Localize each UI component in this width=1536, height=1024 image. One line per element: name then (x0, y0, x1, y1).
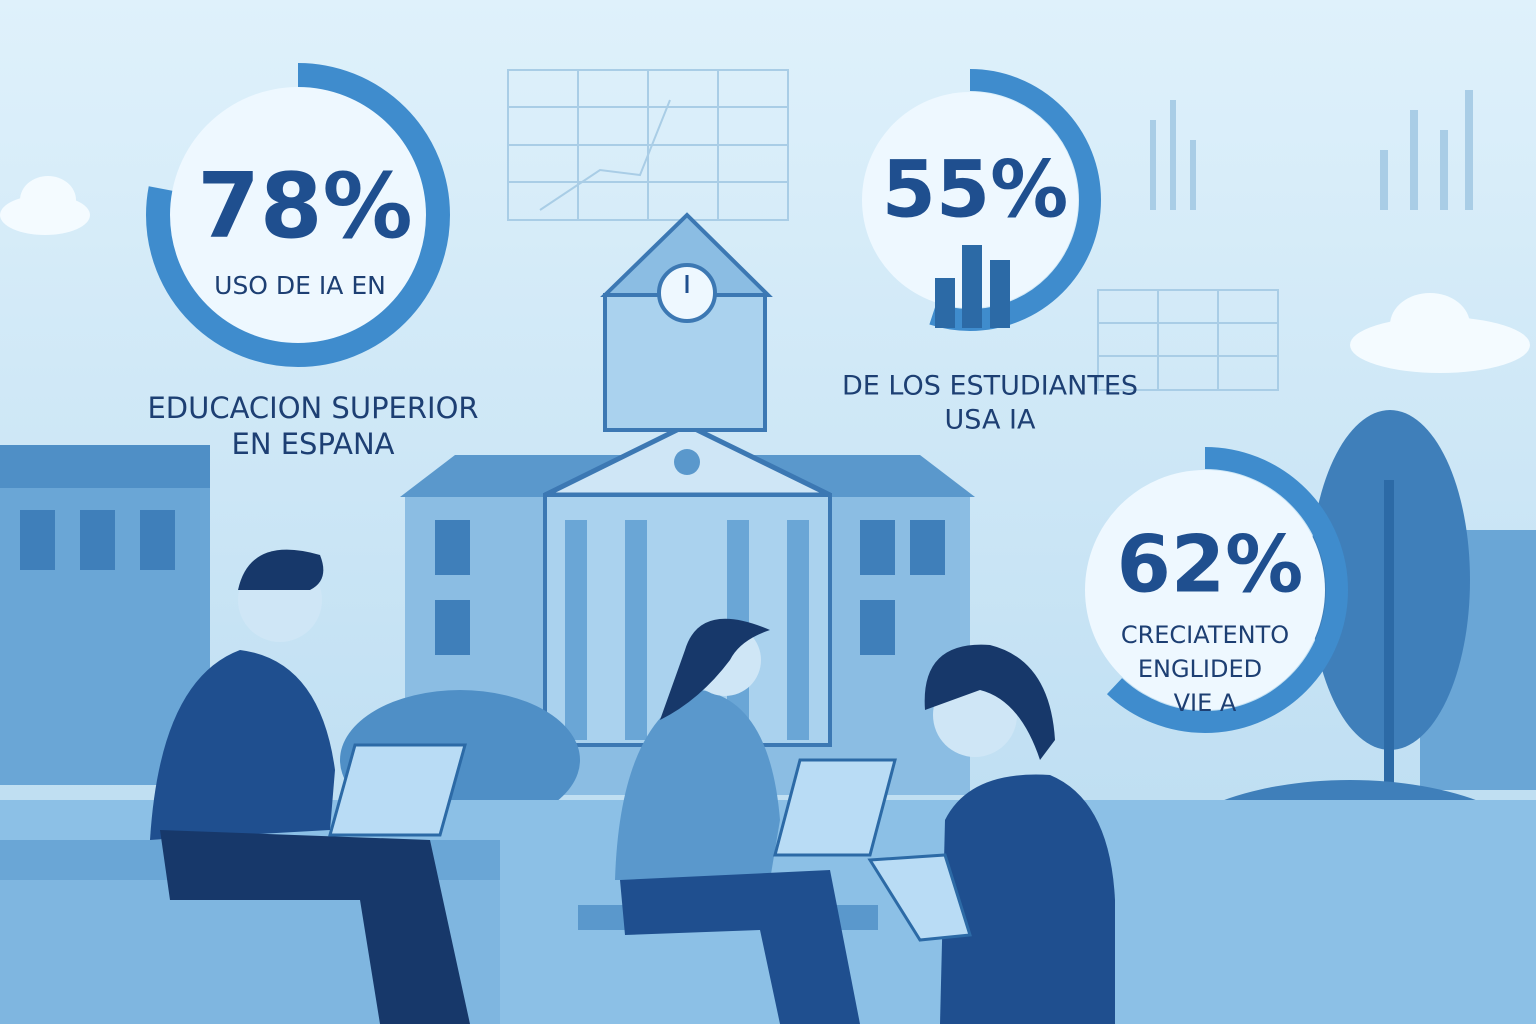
ring-disc (1085, 470, 1325, 710)
background-grid (507, 69, 1279, 391)
stat-inner-text: VIE A (1174, 689, 1237, 717)
stat-caption: USA IA (945, 405, 1036, 436)
stat-caption: DE LOS ESTUDIANTES (842, 371, 1138, 402)
stat-inner-text: CRECIATENTO (1121, 621, 1289, 649)
clouds (0, 176, 1530, 373)
stat-1: 78% USO DE IA EN EDUCACION SUPERIOR EN E… (146, 63, 479, 461)
stat-value: 55% (882, 145, 1069, 235)
ring-arc (1062, 447, 1348, 733)
stat-inner-text: USO DE IA EN (214, 271, 386, 300)
stat-2: 55% DE LOS ESTUDIANTES USA IA (839, 69, 1138, 436)
background-bars (1150, 90, 1473, 210)
bar-icon (935, 245, 1010, 328)
stat-inner-text: ENGLIDED (1138, 655, 1262, 683)
stat-value: 78% (197, 154, 412, 259)
stat-3: 62% CRECIATENTO ENGLIDED VIE A (1062, 447, 1348, 733)
ring-disc (170, 87, 426, 343)
stat-caption: EN ESPANA (232, 427, 395, 461)
ring-arc (146, 63, 450, 367)
ring-disc (862, 92, 1078, 308)
students (0, 549, 1115, 1024)
stat-value: 62% (1117, 520, 1304, 610)
stat-caption: EDUCACION SUPERIOR (147, 391, 478, 425)
